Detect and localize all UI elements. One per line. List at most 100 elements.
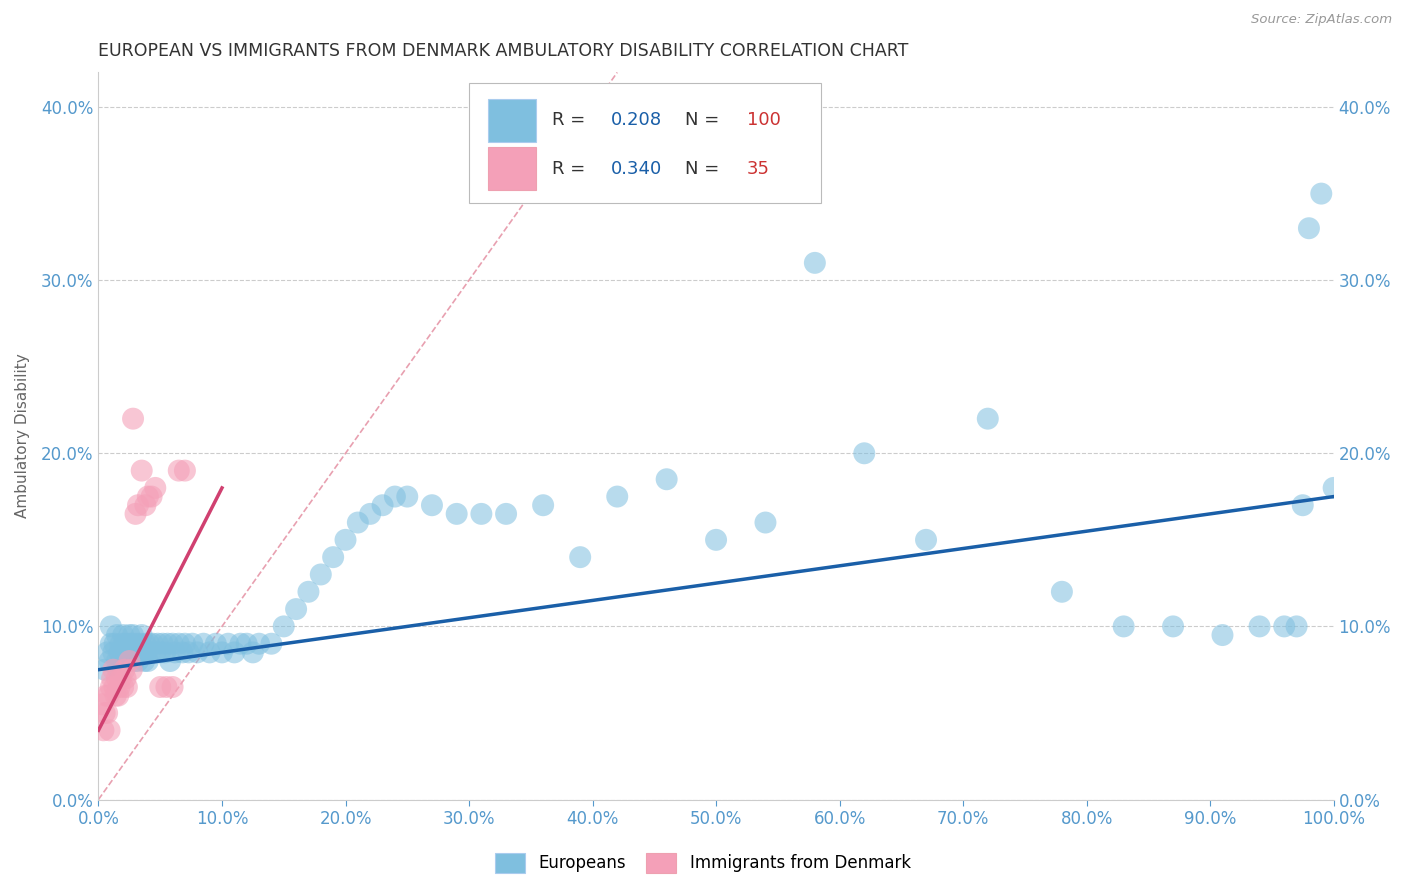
Point — [655, 472, 678, 486]
Point — [420, 498, 443, 512]
Point — [112, 637, 135, 651]
Point — [107, 663, 129, 677]
Point — [112, 645, 135, 659]
Point — [134, 654, 156, 668]
Point — [915, 533, 938, 547]
Text: N =: N = — [685, 161, 725, 178]
Point — [120, 645, 142, 659]
Point — [127, 498, 149, 512]
Point — [122, 628, 145, 642]
Point — [114, 671, 136, 685]
Point — [94, 689, 117, 703]
Point — [118, 628, 141, 642]
Point — [211, 645, 233, 659]
Text: Source: ZipAtlas.com: Source: ZipAtlas.com — [1251, 13, 1392, 27]
Point — [162, 637, 184, 651]
Point — [1323, 481, 1346, 495]
Point — [204, 637, 226, 651]
Point — [127, 654, 149, 668]
Point — [134, 498, 156, 512]
Point — [165, 645, 187, 659]
Point — [108, 680, 131, 694]
Point — [105, 628, 128, 642]
Point — [139, 645, 162, 659]
Point — [96, 645, 118, 659]
Point — [606, 490, 628, 504]
Point — [260, 637, 283, 651]
Point — [156, 637, 179, 651]
Point — [159, 654, 181, 668]
Point — [977, 411, 1000, 425]
FancyBboxPatch shape — [488, 147, 536, 190]
FancyBboxPatch shape — [488, 99, 536, 142]
Point — [98, 654, 121, 668]
Point — [1298, 221, 1320, 235]
Point — [359, 507, 381, 521]
Point — [177, 645, 200, 659]
Point — [124, 645, 146, 659]
Point — [128, 645, 150, 659]
Point — [105, 654, 128, 668]
Point — [107, 689, 129, 703]
Point — [247, 637, 270, 651]
Point — [242, 645, 264, 659]
Point — [285, 602, 308, 616]
Point — [174, 464, 197, 478]
Point — [172, 645, 194, 659]
Point — [115, 645, 138, 659]
Point — [100, 680, 122, 694]
Point — [114, 654, 136, 668]
Text: 0.208: 0.208 — [612, 111, 662, 128]
Point — [112, 680, 135, 694]
Point — [104, 689, 127, 703]
Text: EUROPEAN VS IMMIGRANTS FROM DENMARK AMBULATORY DISABILITY CORRELATION CHART: EUROPEAN VS IMMIGRANTS FROM DENMARK AMBU… — [98, 42, 908, 60]
Point — [125, 637, 148, 651]
Point — [495, 507, 517, 521]
Point — [93, 706, 115, 720]
Point — [93, 723, 115, 738]
Point — [103, 645, 125, 659]
Text: 0.340: 0.340 — [612, 161, 662, 178]
Point — [152, 637, 174, 651]
Point — [162, 680, 184, 694]
Point — [138, 637, 160, 651]
Point — [91, 698, 114, 712]
Point — [143, 645, 166, 659]
Point — [146, 637, 169, 651]
Point — [804, 256, 827, 270]
Point — [309, 567, 332, 582]
Y-axis label: Ambulatory Disability: Ambulatory Disability — [15, 353, 30, 518]
Point — [98, 723, 121, 738]
Point — [149, 645, 172, 659]
Point — [322, 550, 344, 565]
Point — [235, 637, 257, 651]
Text: 35: 35 — [747, 161, 770, 178]
Point — [105, 671, 128, 685]
Point — [531, 498, 554, 512]
Point — [149, 680, 172, 694]
Point — [100, 637, 122, 651]
Point — [155, 680, 177, 694]
Point — [110, 671, 132, 685]
Text: N =: N = — [685, 111, 725, 128]
Point — [136, 654, 159, 668]
Point — [273, 619, 295, 633]
Point — [129, 637, 152, 651]
Point — [110, 637, 132, 651]
Point — [853, 446, 876, 460]
Point — [103, 663, 125, 677]
Point — [167, 464, 190, 478]
Point — [121, 663, 143, 677]
Point — [131, 628, 153, 642]
Point — [100, 619, 122, 633]
Point — [1211, 628, 1233, 642]
Point — [1112, 619, 1135, 633]
Point — [112, 628, 135, 642]
Point — [121, 637, 143, 651]
Point — [446, 507, 468, 521]
Point — [132, 645, 155, 659]
Point — [384, 490, 406, 504]
Point — [754, 516, 776, 530]
Point — [181, 637, 204, 651]
Point — [347, 516, 370, 530]
